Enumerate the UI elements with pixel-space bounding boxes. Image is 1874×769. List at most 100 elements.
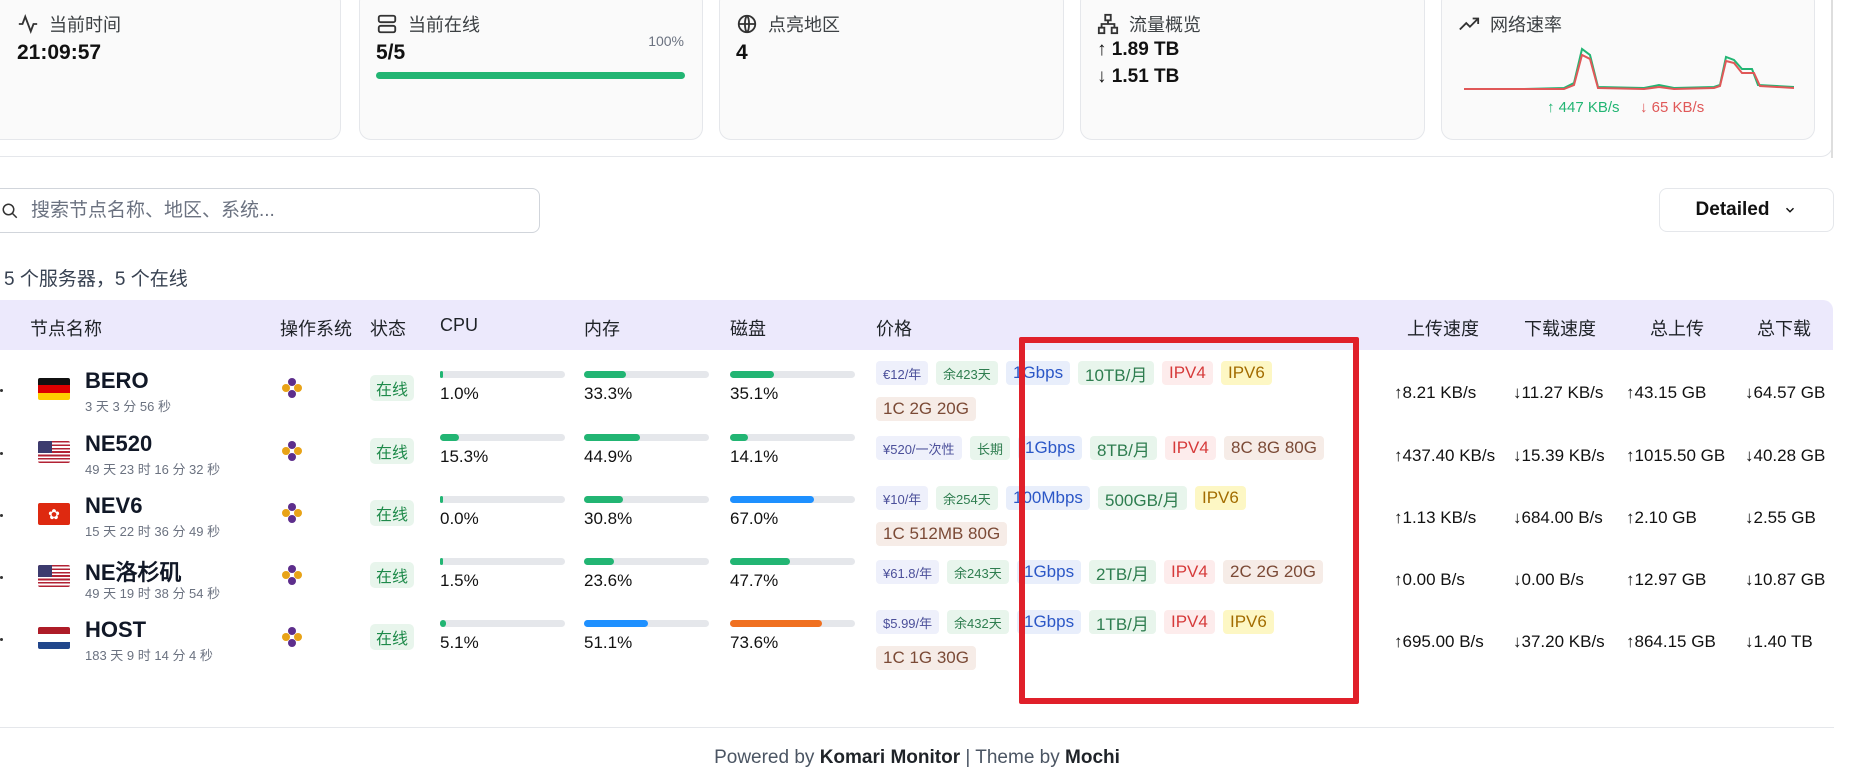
search-box[interactable]	[0, 188, 540, 233]
tag-spec: 1C 512MB 80G	[876, 522, 1008, 546]
server-summary: 5 个服务器，5 个在线	[4, 269, 188, 290]
footer-theme-link[interactable]: Mochi	[1065, 747, 1120, 768]
flag-icon: ✿	[38, 503, 70, 525]
mem-meter	[584, 496, 709, 503]
disk-meter-fill	[730, 434, 748, 441]
mem-value: 44.9%	[584, 447, 633, 466]
tag-price: ¥10/年	[876, 486, 929, 510]
table-row[interactable]: HOST 183 天 9 时 14 分 4 秒 在线 5.1% 51.1% 73.6% $5…	[0, 602, 1834, 676]
col-total-down[interactable]: 总下载	[1757, 319, 1811, 339]
tag-days: 余423天	[936, 361, 998, 385]
server-name[interactable]: BERO	[85, 368, 149, 393]
row-expand-dot[interactable]	[0, 576, 3, 579]
annotation-box	[1019, 337, 1359, 704]
col-price[interactable]: 价格	[876, 319, 912, 339]
cpu-value: 15.3%	[440, 447, 489, 466]
total-download: ↓2.55 GB	[1745, 508, 1816, 527]
cpu-value: 1.5%	[440, 571, 479, 590]
total-download: ↓40.28 GB	[1745, 446, 1826, 465]
upload-speed: ↑695.00 B/s	[1394, 632, 1484, 651]
server-name[interactable]: HOST	[85, 617, 147, 642]
total-upload: ↑2.10 GB	[1626, 508, 1697, 527]
tag-days: 余243天	[947, 560, 1009, 584]
online-count: 5/5	[376, 41, 406, 64]
card-current-time: 当前时间 21:09:57	[0, 0, 341, 140]
footer-app-link[interactable]: Komari Monitor	[819, 747, 961, 768]
server-uptime: 183 天 9 时 14 分 4 秒	[85, 648, 213, 663]
col-name[interactable]: 节点名称	[30, 319, 102, 339]
table-header	[0, 300, 1833, 350]
disk-value: 35.1%	[730, 384, 779, 403]
os-logo-icon	[282, 565, 302, 585]
status-badge: 在线	[370, 562, 414, 588]
scrollbar[interactable]	[1858, 0, 1874, 769]
server-name[interactable]: NEV6	[85, 493, 143, 518]
speed-sparkline	[1464, 47, 1794, 91]
mem-value: 51.1%	[584, 633, 633, 652]
activity-icon	[18, 14, 38, 34]
tag-v6: IPV6	[1221, 361, 1272, 385]
download-speed: ↓0.00 B/s	[1513, 570, 1584, 589]
panel-edge	[1831, 0, 1833, 158]
upload-speed: ↑0.00 B/s	[1394, 570, 1465, 589]
disk-meter-fill	[730, 620, 822, 627]
footer-divider	[0, 727, 1834, 728]
col-mem[interactable]: 内存	[584, 319, 620, 339]
server-name[interactable]: NE520	[85, 431, 153, 456]
search-input[interactable]	[31, 199, 471, 222]
tag-spec: 2C 2G 20G	[1223, 560, 1323, 584]
chevron-down-icon	[1786, 207, 1795, 213]
os-logo-icon	[282, 441, 302, 461]
table-row[interactable]: BERO 3 天 3 分 56 秒 在线 1.0% 33.3% 35.1% €12/年 余42…	[0, 353, 1834, 427]
table-row[interactable]: NE洛杉矶 49 天 19 时 38 分 54 秒 在线 1.5% 23.6% 47.7%…	[0, 540, 1834, 614]
card-label: 当前时间	[49, 15, 121, 35]
total-upload: ↑1015.50 GB	[1626, 446, 1726, 465]
mem-value: 30.8%	[584, 509, 633, 528]
row-expand-dot[interactable]	[0, 389, 3, 392]
server-uptime: 49 天 19 时 38 分 54 秒	[85, 586, 221, 601]
col-up-speed[interactable]: 上传速度	[1407, 319, 1479, 339]
table-row[interactable]: ✿ NEV6 15 天 22 时 36 分 49 秒 在线 0.0% 30.8% 67.0%…	[0, 478, 1834, 552]
view-select[interactable]: Detailed	[1659, 188, 1834, 232]
server-uptime: 15 天 22 时 36 分 49 秒	[85, 524, 221, 539]
disk-meter	[730, 371, 855, 378]
cpu-value: 0.0%	[440, 509, 479, 528]
os-logo-icon	[282, 627, 302, 647]
row-expand-dot[interactable]	[0, 638, 3, 641]
download-speed: ↓11.27 KB/s	[1513, 383, 1604, 402]
server-name[interactable]: NE洛杉矶	[85, 560, 182, 585]
mem-meter	[584, 620, 709, 627]
col-cpu[interactable]: CPU	[440, 315, 479, 335]
status-badge: 在线	[370, 375, 414, 401]
disk-meter	[730, 558, 855, 565]
disk-value: 73.6%	[730, 633, 779, 652]
download-speed: ↓684.00 B/s	[1513, 508, 1603, 527]
cpu-meter-fill	[440, 558, 443, 565]
disk-meter-fill	[730, 371, 774, 378]
tag-traffic: 500GB/月	[1098, 486, 1187, 510]
col-status[interactable]: 状态	[370, 319, 406, 339]
download-speed: ↓15.39 KB/s	[1513, 446, 1605, 465]
cpu-meter-fill	[440, 496, 443, 503]
row-expand-dot[interactable]	[0, 514, 3, 517]
col-os[interactable]: 操作系统	[280, 319, 352, 339]
tag-bw: 1Gbps	[1017, 610, 1082, 634]
footer-prefix: Powered by	[714, 747, 815, 768]
table-row[interactable]: NE520 49 天 23 时 16 分 32 秒 在线 15.3% 44.9% 14.1…	[0, 416, 1834, 490]
col-disk[interactable]: 磁盘	[730, 319, 766, 339]
server-uptime: 3 天 3 分 56 秒	[85, 399, 171, 414]
col-total-up[interactable]: 总上传	[1650, 319, 1704, 339]
status-badge: 在线	[370, 438, 414, 464]
card-traffic: 流量概览 ↑ 1.89 TB ↓ 1.51 TB	[1080, 0, 1425, 140]
mem-meter-fill	[584, 620, 648, 627]
col-down-speed[interactable]: 下载速度	[1524, 319, 1596, 339]
view-select-value: Detailed	[1695, 199, 1770, 220]
download-speed: ↓37.20 KB/s	[1513, 632, 1605, 651]
total-download: ↓64.57 GB	[1745, 383, 1826, 402]
tag-v4: IPV4	[1162, 361, 1213, 385]
disk-value: 14.1%	[730, 447, 779, 466]
disk-meter	[730, 496, 855, 503]
row-expand-dot[interactable]	[0, 452, 3, 455]
mem-value: 23.6%	[584, 571, 633, 590]
flag-icon	[38, 565, 70, 587]
